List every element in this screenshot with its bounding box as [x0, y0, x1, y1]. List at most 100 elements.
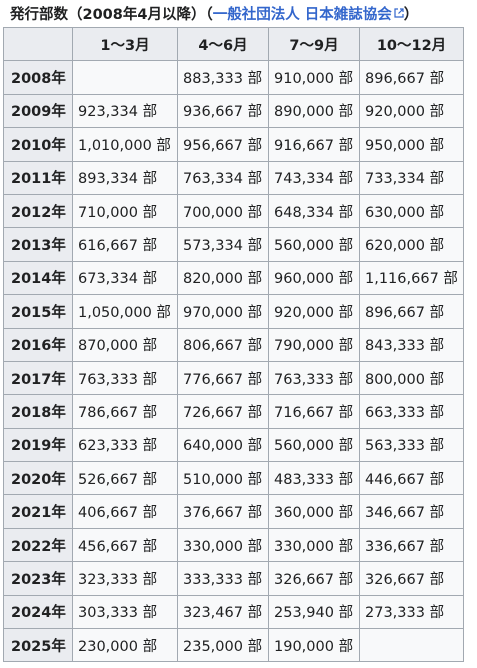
circulation-cell-q1: 323,333 部	[72, 561, 178, 596]
source-link[interactable]: 一般社団法人 日本雑誌協会	[213, 7, 404, 23]
circulation-cell-q4	[359, 628, 464, 663]
header-row: 1〜3月 4〜6月 7〜9月 10〜12月	[3, 26, 464, 62]
table-row: 2021年 406,667 部 376,667 部 360,000 部 346,667 …	[3, 494, 464, 529]
circulation-cell-q3: 560,000 部	[268, 227, 360, 262]
table-row: 2017年 763,333 部 776,667 部 763,333 部 800,000 …	[3, 360, 464, 396]
table-row: 2008年 883,333 部 910,000 部 896,667 部	[3, 60, 464, 95]
year-cell: 2025年	[3, 628, 73, 663]
circulation-cell-q3: 920,000 部	[268, 294, 360, 329]
circulation-cell-q2: 806,667 部	[177, 327, 269, 362]
table-row: 2016年 870,000 部 806,667 部 790,000 部 843,333 …	[3, 327, 464, 362]
circulation-cell-q4: 446,667 部	[359, 461, 464, 496]
circulation-cell-q2: 323,467 部	[177, 594, 269, 630]
year-cell: 2019年	[3, 427, 73, 463]
circulation-cell-q3: 916,667 部	[268, 127, 360, 162]
table-row: 2018年 786,667 部 726,667 部 716,667 部 663,333 …	[3, 394, 464, 429]
circulation-cell-q4: 273,333 部	[359, 594, 464, 630]
circulation-cell-q4: 800,000 部	[359, 360, 464, 396]
circulation-cell-q3: 326,667 部	[268, 561, 360, 596]
circulation-cell-q2: 333,333 部	[177, 561, 269, 596]
circulation-cell-q1	[72, 60, 178, 95]
circulation-cell-q1: 923,334 部	[72, 93, 178, 129]
circulation-cell-q3: 560,000 部	[268, 427, 360, 463]
table-row: 2024年 303,333 部 323,467 部 253,940 部 273,333 …	[3, 594, 464, 630]
table-row: 2009年 923,334 部 936,667 部 890,000 部 920,000 …	[3, 93, 464, 129]
circulation-cell-q1: 526,667 部	[72, 461, 178, 496]
circulation-cell-q4: 336,667 部	[359, 527, 464, 563]
circulation-cell-q3: 330,000 部	[268, 527, 360, 563]
circulation-cell-q3: 716,667 部	[268, 394, 360, 429]
circulation-cell-q2: 726,667 部	[177, 394, 269, 429]
circulation-cell-q2: 956,667 部	[177, 127, 269, 162]
circulation-cell-q4: 843,333 部	[359, 327, 464, 362]
circulation-table: 1〜3月 4〜6月 7〜9月 10〜12月 2008年 883,333 部 910,…	[3, 26, 464, 663]
circulation-cell-q2: 820,000 部	[177, 260, 269, 296]
circulation-cell-q3: 910,000 部	[268, 60, 360, 95]
circulation-cell-q3: 483,333 部	[268, 461, 360, 496]
table-caption: 発行部数（2008年4月以降）（一般社団法人 日本雑誌協会 ）	[10, 4, 418, 26]
year-cell: 2022年	[3, 527, 73, 563]
circulation-cell-q3: 743,334 部	[268, 160, 360, 195]
circulation-cell-q1: 763,333 部	[72, 360, 178, 396]
table-row: 2015年 1,050,000 部 970,000 部 920,000 部 896,66…	[3, 294, 464, 329]
table-row: 2011年 893,334 部 763,334 部 743,334 部 733,334 …	[3, 160, 464, 195]
circulation-cell-q1: 870,000 部	[72, 327, 178, 362]
header-q4: 10〜12月	[359, 26, 464, 62]
year-cell: 2010年	[3, 127, 73, 162]
table-row: 2010年 1,010,000 部 956,667 部 916,667 部 950,00…	[3, 127, 464, 162]
table-row: 2022年 456,667 部 330,000 部 330,000 部 336,667 …	[3, 527, 464, 563]
year-cell: 2023年	[3, 561, 73, 596]
circulation-cell-q4: 920,000 部	[359, 93, 464, 129]
circulation-cell-q3: 960,000 部	[268, 260, 360, 296]
circulation-cell-q4: 950,000 部	[359, 127, 464, 162]
header-q1: 1〜3月	[72, 26, 178, 62]
year-cell: 2020年	[3, 461, 73, 496]
circulation-cell-q4: 630,000 部	[359, 193, 464, 229]
circulation-cell-q2: 970,000 部	[177, 294, 269, 329]
circulation-cell-q4: 733,334 部	[359, 160, 464, 195]
circulation-cell-q3: 253,940 部	[268, 594, 360, 630]
circulation-cell-q3: 790,000 部	[268, 327, 360, 362]
year-cell: 2021年	[3, 494, 73, 529]
year-cell: 2018年	[3, 394, 73, 429]
circulation-cell-q3: 360,000 部	[268, 494, 360, 529]
source-link-label: 一般社団法人 日本雑誌協会	[212, 7, 392, 23]
circulation-cell-q4: 563,333 部	[359, 427, 464, 463]
circulation-cell-q3: 890,000 部	[268, 93, 360, 129]
circulation-cell-q1: 1,050,000 部	[72, 294, 178, 329]
circulation-cell-q1: 710,000 部	[72, 193, 178, 229]
circulation-cell-q1: 456,667 部	[72, 527, 178, 563]
circulation-cell-q3: 190,000 部	[268, 628, 360, 663]
table-row: 2023年 323,333 部 333,333 部 326,667 部 326,667 …	[3, 561, 464, 596]
circulation-cell-q1: 893,334 部	[72, 160, 178, 195]
year-cell: 2024年	[3, 594, 73, 630]
circulation-cell-q2: 700,000 部	[177, 193, 269, 229]
circulation-cell-q4: 896,667 部	[359, 294, 464, 329]
circulation-cell-q2: 883,333 部	[177, 60, 269, 95]
circulation-cell-q2: 510,000 部	[177, 461, 269, 496]
year-cell: 2016年	[3, 327, 73, 362]
circulation-cell-q2: 376,667 部	[177, 494, 269, 529]
year-cell: 2009年	[3, 93, 73, 129]
header-q3: 7〜9月	[268, 26, 360, 62]
table-row: 2019年 623,333 部 640,000 部 560,000 部 563,333 …	[3, 427, 464, 463]
caption-close: ）	[403, 7, 419, 23]
year-cell: 2011年	[3, 160, 73, 195]
circulation-cell-q4: 346,667 部	[359, 494, 464, 529]
circulation-cell-q2: 763,334 部	[177, 160, 269, 195]
table-header: 1〜3月 4〜6月 7〜9月 10〜12月	[3, 26, 464, 62]
year-cell: 2017年	[3, 360, 73, 396]
circulation-cell-q2: 573,334 部	[177, 227, 269, 262]
year-cell: 2015年	[3, 294, 73, 329]
circulation-cell-q4: 326,667 部	[359, 561, 464, 596]
circulation-cell-q1: 673,334 部	[72, 260, 178, 296]
circulation-cell-q1: 230,000 部	[72, 628, 178, 663]
circulation-cell-q2: 235,000 部	[177, 628, 269, 663]
circulation-cell-q2: 776,667 部	[177, 360, 269, 396]
circulation-cell-q1: 406,667 部	[72, 494, 178, 529]
header-q2: 4〜6月	[177, 26, 269, 62]
table-row: 2012年 710,000 部 700,000 部 648,334 部 630,000 …	[3, 193, 464, 229]
circulation-cell-q4: 896,667 部	[359, 60, 464, 95]
table-row: 2014年 673,334 部 820,000 部 960,000 部 1,116,66…	[3, 260, 464, 296]
circulation-cell-q4: 663,333 部	[359, 394, 464, 429]
